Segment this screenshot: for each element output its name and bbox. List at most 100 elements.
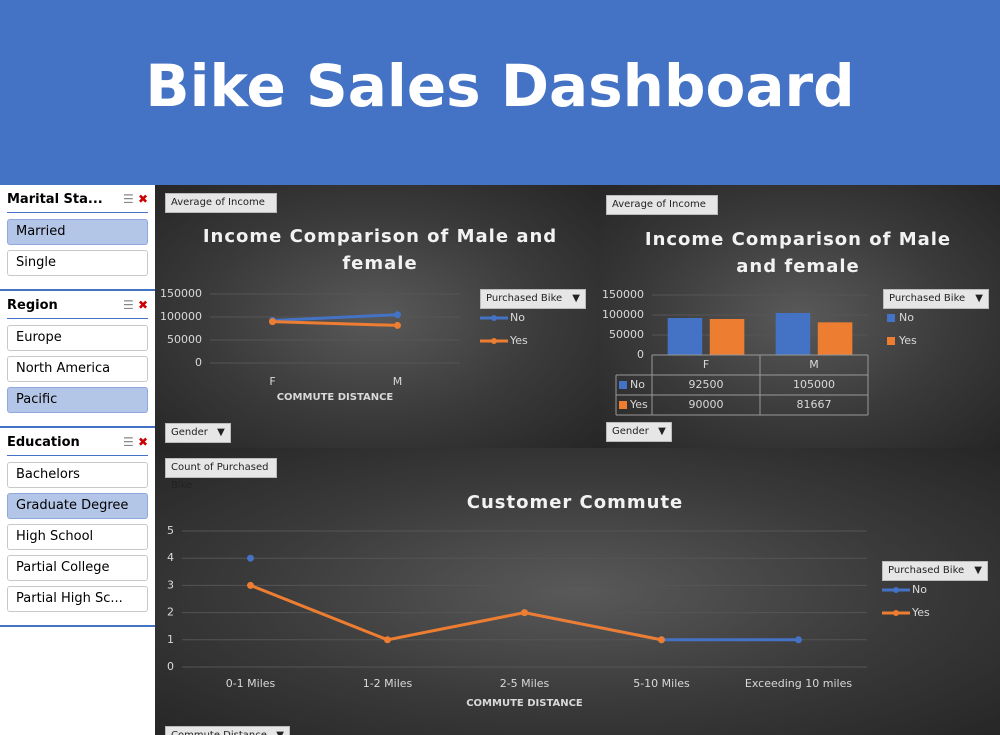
y-tick-label: 2 xyxy=(167,606,174,619)
chart-title: Customer Commute xyxy=(466,492,684,513)
table-value: 92500 xyxy=(689,378,724,391)
chart-title: Income Comparison of Male and female xyxy=(644,229,952,277)
legend-key-marker xyxy=(893,610,899,616)
slicer-icons[interactable]: ☰ ✖ xyxy=(123,298,148,312)
table-row-label: Yes xyxy=(629,398,648,411)
legend-title-button[interactable]: Purchased Bike ▼ xyxy=(883,289,989,309)
slicer: Region ☰ ✖ Europe North America Pacific xyxy=(0,291,155,428)
chart: 0 50000 100000 150000 F M No 92500 105000 Yes 9000… xyxy=(602,288,917,416)
x-tick-label: F xyxy=(703,358,709,371)
chart-title: Income Comparison of Male and female xyxy=(202,226,558,274)
slicer-header: Education ☰ ✖ xyxy=(7,432,148,456)
x-axis-title: COMMUTE DISTANCE xyxy=(277,392,394,403)
y-tick-label: 50000 xyxy=(609,328,644,341)
y-tick-label: 100000 xyxy=(602,308,644,321)
table-legend-key xyxy=(619,381,627,389)
chart-panel: 0 50000 100000 150000 F M No 92500 105000 Yes 9000… xyxy=(598,185,1000,448)
dashboard-title: Bike Sales Dashboard xyxy=(0,0,1000,185)
series-line xyxy=(272,313,398,322)
chart: 0 1 2 3 4 5 COMMUTE DISTANCE 0-1 Miles 1-2 Miles… xyxy=(167,524,930,709)
chart-panel: 0 50000 100000 150000 COMMUTE DISTANCE F M No Ye… xyxy=(155,185,598,448)
y-tick-label: 0 xyxy=(637,348,644,361)
legend-title-button[interactable]: Purchased Bike ▼ xyxy=(882,561,988,581)
y-tick-label: 100000 xyxy=(160,310,202,323)
slicer-title: Education xyxy=(7,435,80,450)
slicer-item[interactable]: North America xyxy=(7,356,148,382)
chart-panel: 0 1 2 3 4 5 COMMUTE DISTANCE 0-1 Miles 1-2 Miles… xyxy=(155,448,1000,735)
legend-key-marker xyxy=(491,315,497,321)
slicer-item[interactable]: Married xyxy=(7,219,148,245)
y-tick-label: 0 xyxy=(167,660,174,673)
x-tick-label: 2-5 Miles xyxy=(500,677,550,690)
filter-field-button[interactable]: Gender ▼ xyxy=(606,422,672,442)
data-point xyxy=(394,321,401,329)
slicer-item[interactable]: High School xyxy=(7,524,148,550)
data-point xyxy=(795,636,802,644)
value-field-button[interactable]: Average of Income xyxy=(165,193,277,213)
bar xyxy=(817,322,853,355)
legend-label: No xyxy=(510,311,525,324)
legend-key-marker xyxy=(491,338,497,344)
y-tick-label: 50000 xyxy=(167,333,202,346)
slicer-icons[interactable]: ☰ ✖ xyxy=(123,435,148,449)
value-field-button[interactable]: Average of Income xyxy=(606,195,718,215)
value-field-button[interactable]: Count of Purchased Bike xyxy=(165,458,277,491)
slicer-icons[interactable]: ☰ ✖ xyxy=(123,192,148,206)
x-tick-label: M xyxy=(809,358,819,371)
y-tick-label: 4 xyxy=(167,551,174,564)
legend-title-button[interactable]: Purchased Bike ▼ xyxy=(480,289,586,309)
x-tick-label: 1-2 Miles xyxy=(363,677,413,690)
data-point xyxy=(658,636,665,644)
data-point xyxy=(247,554,254,562)
bar xyxy=(775,313,811,355)
data-point xyxy=(269,318,276,326)
legend-label: Yes xyxy=(898,334,917,347)
slicer-item[interactable]: Bachelors xyxy=(7,462,148,488)
series-line xyxy=(524,611,799,642)
legend-key-marker xyxy=(893,587,899,593)
bar xyxy=(667,318,703,355)
data-point xyxy=(394,311,401,319)
slicer-item[interactable]: Partial College xyxy=(7,555,148,581)
data-point xyxy=(521,609,528,617)
y-tick-label: 3 xyxy=(167,578,174,591)
filter-field-button[interactable]: Gender ▼ xyxy=(165,423,231,443)
x-axis-title: COMMUTE DISTANCE xyxy=(466,698,583,709)
x-tick-label: 5-10 Miles xyxy=(633,677,690,690)
slicer-item[interactable]: Europe xyxy=(7,325,148,351)
series-line xyxy=(272,320,398,327)
data-point xyxy=(384,636,391,644)
legend-label: Yes xyxy=(509,334,528,347)
slicer-title: Region xyxy=(7,298,58,313)
table-value: 81667 xyxy=(797,398,832,411)
table-value: 90000 xyxy=(689,398,724,411)
table-row-label: No xyxy=(630,378,645,391)
x-tick-label: F xyxy=(269,375,275,388)
x-tick-label: M xyxy=(393,375,403,388)
slicer: Education ☰ ✖ Bachelors Graduate Degree High… xyxy=(0,428,155,627)
y-tick-label: 5 xyxy=(167,524,174,537)
slicer-item[interactable]: Pacific xyxy=(7,387,148,413)
legend-key xyxy=(887,314,895,322)
series-line xyxy=(249,584,662,642)
y-tick-label: 0 xyxy=(195,356,202,369)
y-tick-label: 150000 xyxy=(160,287,202,300)
slicer-item[interactable]: Partial High Sc... xyxy=(7,586,148,612)
slicer-title: Marital Sta... xyxy=(7,192,103,207)
table-legend-key xyxy=(619,401,627,409)
y-tick-label: 150000 xyxy=(602,288,644,301)
slicer: Marital Sta... ☰ ✖ Married Single xyxy=(0,185,155,291)
y-tick-label: 1 xyxy=(167,633,174,646)
slicer-item[interactable]: Single xyxy=(7,250,148,276)
table-value: 105000 xyxy=(793,378,835,391)
x-tick-label: Exceeding 10 miles xyxy=(745,677,852,690)
legend-key xyxy=(887,337,895,345)
filter-field-button[interactable]: Commute Distance▼ xyxy=(165,726,290,735)
legend-label: Yes xyxy=(911,606,930,619)
slicer-panel: Marital Sta... ☰ ✖ Married Single Region ☰ ✖ E… xyxy=(0,185,155,735)
data-point xyxy=(247,581,254,589)
legend-label: No xyxy=(912,583,927,596)
slicer-item[interactable]: Graduate Degree xyxy=(7,493,148,519)
